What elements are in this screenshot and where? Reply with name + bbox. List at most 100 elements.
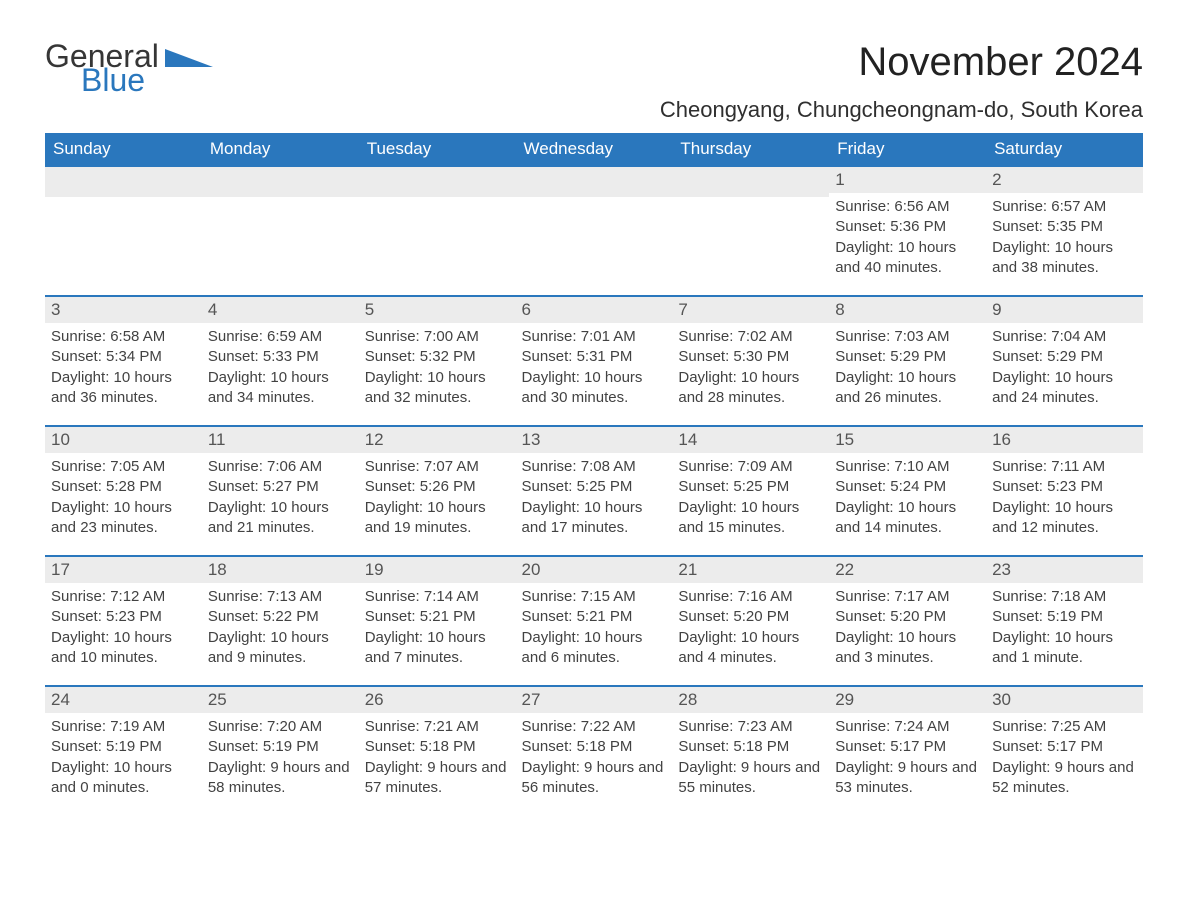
day-details: Sunrise: 7:22 AMSunset: 5:18 PMDaylight:… [516, 713, 673, 798]
day-cell: 3Sunrise: 6:58 AMSunset: 5:34 PMDaylight… [45, 296, 202, 426]
sunset-text: Sunset: 5:18 PM [678, 737, 823, 757]
day-number: 16 [986, 427, 1143, 453]
day-number: 24 [45, 687, 202, 713]
day-cell [202, 166, 359, 296]
day-details: Sunrise: 7:21 AMSunset: 5:18 PMDaylight:… [359, 713, 516, 798]
sunset-text: Sunset: 5:24 PM [835, 477, 980, 497]
daylight-text: Daylight: 10 hours and 24 minutes. [992, 368, 1137, 409]
day-details: Sunrise: 7:24 AMSunset: 5:17 PMDaylight:… [829, 713, 986, 798]
sunset-text: Sunset: 5:35 PM [992, 217, 1137, 237]
sunrise-text: Sunrise: 7:16 AM [678, 587, 823, 607]
col-wednesday: Wednesday [516, 133, 673, 166]
sunset-text: Sunset: 5:17 PM [835, 737, 980, 757]
day-details: Sunrise: 7:15 AMSunset: 5:21 PMDaylight:… [516, 583, 673, 668]
day-cell: 8Sunrise: 7:03 AMSunset: 5:29 PMDaylight… [829, 296, 986, 426]
day-number: 7 [672, 297, 829, 323]
week-row: 1Sunrise: 6:56 AMSunset: 5:36 PMDaylight… [45, 166, 1143, 296]
day-number: 8 [829, 297, 986, 323]
sunrise-text: Sunrise: 6:59 AM [208, 327, 353, 347]
day-cell: 14Sunrise: 7:09 AMSunset: 5:25 PMDayligh… [672, 426, 829, 556]
sunrise-text: Sunrise: 7:22 AM [522, 717, 667, 737]
day-details: Sunrise: 7:20 AMSunset: 5:19 PMDaylight:… [202, 713, 359, 798]
daylight-text: Daylight: 10 hours and 6 minutes. [522, 628, 667, 669]
day-number: 3 [45, 297, 202, 323]
sunset-text: Sunset: 5:18 PM [522, 737, 667, 757]
daylight-text: Daylight: 10 hours and 14 minutes. [835, 498, 980, 539]
day-details: Sunrise: 7:03 AMSunset: 5:29 PMDaylight:… [829, 323, 986, 408]
col-saturday: Saturday [986, 133, 1143, 166]
day-cell: 26Sunrise: 7:21 AMSunset: 5:18 PMDayligh… [359, 686, 516, 815]
day-number: 27 [516, 687, 673, 713]
daylight-text: Daylight: 10 hours and 1 minute. [992, 628, 1137, 669]
day-details: Sunrise: 7:16 AMSunset: 5:20 PMDaylight:… [672, 583, 829, 668]
day-cell: 23Sunrise: 7:18 AMSunset: 5:19 PMDayligh… [986, 556, 1143, 686]
sunset-text: Sunset: 5:21 PM [365, 607, 510, 627]
day-cell [516, 166, 673, 296]
day-details: Sunrise: 7:19 AMSunset: 5:19 PMDaylight:… [45, 713, 202, 798]
day-cell: 28Sunrise: 7:23 AMSunset: 5:18 PMDayligh… [672, 686, 829, 815]
sunrise-text: Sunrise: 7:12 AM [51, 587, 196, 607]
sunset-text: Sunset: 5:19 PM [208, 737, 353, 757]
sunrise-text: Sunrise: 7:05 AM [51, 457, 196, 477]
day-details: Sunrise: 6:57 AMSunset: 5:35 PMDaylight:… [986, 193, 1143, 278]
sunrise-text: Sunrise: 7:21 AM [365, 717, 510, 737]
daylight-text: Daylight: 10 hours and 3 minutes. [835, 628, 980, 669]
page-subtitle: Cheongyang, Chungcheongnam-do, South Kor… [660, 97, 1143, 123]
day-number: 13 [516, 427, 673, 453]
sunset-text: Sunset: 5:32 PM [365, 347, 510, 367]
sunset-text: Sunset: 5:20 PM [678, 607, 823, 627]
day-number: 17 [45, 557, 202, 583]
daylight-text: Daylight: 10 hours and 0 minutes. [51, 758, 196, 799]
day-details: Sunrise: 6:56 AMSunset: 5:36 PMDaylight:… [829, 193, 986, 278]
day-details: Sunrise: 7:13 AMSunset: 5:22 PMDaylight:… [202, 583, 359, 668]
day-cell [672, 166, 829, 296]
sunset-text: Sunset: 5:21 PM [522, 607, 667, 627]
sunrise-text: Sunrise: 7:23 AM [678, 717, 823, 737]
col-friday: Friday [829, 133, 986, 166]
sunset-text: Sunset: 5:27 PM [208, 477, 353, 497]
day-cell: 20Sunrise: 7:15 AMSunset: 5:21 PMDayligh… [516, 556, 673, 686]
sunrise-text: Sunrise: 7:02 AM [678, 327, 823, 347]
sunrise-text: Sunrise: 7:15 AM [522, 587, 667, 607]
day-number: 14 [672, 427, 829, 453]
weekday-header-row: Sunday Monday Tuesday Wednesday Thursday… [45, 133, 1143, 166]
sunrise-text: Sunrise: 7:03 AM [835, 327, 980, 347]
day-cell: 9Sunrise: 7:04 AMSunset: 5:29 PMDaylight… [986, 296, 1143, 426]
day-cell: 25Sunrise: 7:20 AMSunset: 5:19 PMDayligh… [202, 686, 359, 815]
sunset-text: Sunset: 5:30 PM [678, 347, 823, 367]
logo: General Blue [45, 40, 213, 96]
sunset-text: Sunset: 5:22 PM [208, 607, 353, 627]
week-row: 3Sunrise: 6:58 AMSunset: 5:34 PMDaylight… [45, 296, 1143, 426]
day-cell: 29Sunrise: 7:24 AMSunset: 5:17 PMDayligh… [829, 686, 986, 815]
sunset-text: Sunset: 5:29 PM [992, 347, 1137, 367]
week-row: 24Sunrise: 7:19 AMSunset: 5:19 PMDayligh… [45, 686, 1143, 815]
daylight-text: Daylight: 10 hours and 9 minutes. [208, 628, 353, 669]
day-details: Sunrise: 7:08 AMSunset: 5:25 PMDaylight:… [516, 453, 673, 538]
day-number: 26 [359, 687, 516, 713]
day-cell: 30Sunrise: 7:25 AMSunset: 5:17 PMDayligh… [986, 686, 1143, 815]
day-number: 9 [986, 297, 1143, 323]
day-details: Sunrise: 7:05 AMSunset: 5:28 PMDaylight:… [45, 453, 202, 538]
sunrise-text: Sunrise: 7:19 AM [51, 717, 196, 737]
day-cell: 16Sunrise: 7:11 AMSunset: 5:23 PMDayligh… [986, 426, 1143, 556]
col-tuesday: Tuesday [359, 133, 516, 166]
day-details: Sunrise: 7:07 AMSunset: 5:26 PMDaylight:… [359, 453, 516, 538]
day-cell: 11Sunrise: 7:06 AMSunset: 5:27 PMDayligh… [202, 426, 359, 556]
sunset-text: Sunset: 5:33 PM [208, 347, 353, 367]
day-number: 2 [986, 167, 1143, 193]
day-details: Sunrise: 7:02 AMSunset: 5:30 PMDaylight:… [672, 323, 829, 408]
sunset-text: Sunset: 5:29 PM [835, 347, 980, 367]
day-number: 6 [516, 297, 673, 323]
day-cell: 7Sunrise: 7:02 AMSunset: 5:30 PMDaylight… [672, 296, 829, 426]
day-number: 1 [829, 167, 986, 193]
day-number: 15 [829, 427, 986, 453]
sunset-text: Sunset: 5:19 PM [51, 737, 196, 757]
day-number: 20 [516, 557, 673, 583]
day-number: 22 [829, 557, 986, 583]
sunset-text: Sunset: 5:17 PM [992, 737, 1137, 757]
sunrise-text: Sunrise: 7:13 AM [208, 587, 353, 607]
day-number: 29 [829, 687, 986, 713]
calendar-page: General Blue November 2024 Cheongyang, C… [0, 0, 1188, 918]
logo-word2: Blue [81, 64, 213, 96]
daylight-text: Daylight: 9 hours and 58 minutes. [208, 758, 353, 799]
